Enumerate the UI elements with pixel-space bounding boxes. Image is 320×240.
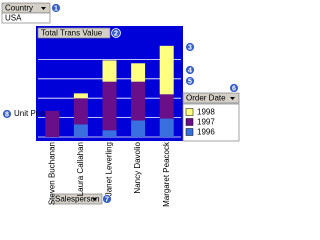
x-axis-label: Salesperson [55, 195, 99, 204]
callout-badge [2, 109, 12, 119]
bar-segment [45, 110, 60, 137]
legend-swatch [185, 128, 194, 136]
callout-number: 6 [232, 85, 236, 92]
callout-badge [229, 83, 239, 93]
legend-label: 1998 [197, 108, 215, 117]
legend-label: 1996 [197, 128, 215, 137]
callout-number: 7 [105, 196, 109, 203]
bar-segment [159, 94, 174, 119]
bar-segment [102, 130, 117, 137]
bar-segment [131, 120, 146, 137]
callout-badge [111, 28, 121, 38]
callout-number: 8 [5, 111, 9, 118]
x-tick-label: Steven Buchanan [47, 142, 56, 205]
bar-segment [73, 93, 88, 99]
bar-segment [131, 81, 146, 121]
x-tick-label: Laura Callahan [76, 142, 85, 196]
category-field-button[interactable] [51, 193, 103, 205]
callout-badge [185, 76, 195, 86]
bar-segment [159, 45, 174, 95]
legend-label: 1997 [197, 118, 215, 127]
x-tick-label: Margaret Peacock [162, 141, 171, 207]
callout-number: 4 [188, 67, 192, 74]
callout-badge [102, 194, 112, 204]
filter-value-box [1, 12, 51, 24]
chart-title: Total Trans Value [41, 29, 103, 38]
legend-swatch [185, 118, 194, 126]
callout-badge [185, 65, 195, 75]
filter-value: USA [5, 14, 22, 23]
callout-number: 1 [54, 5, 58, 12]
bar-segment [131, 63, 146, 82]
callout-number: 3 [188, 44, 192, 51]
x-tick-label: Nancy Davolio [133, 141, 142, 193]
y-axis-label: Unit Price [14, 109, 49, 118]
legend-title: Order Date [186, 94, 226, 103]
bar-segment [73, 98, 88, 125]
bar-segment [159, 118, 174, 137]
callout-badge [51, 3, 61, 13]
bar-segment [73, 124, 88, 137]
legend-field-button[interactable] [182, 92, 240, 104]
callout-badge [185, 42, 195, 52]
callout-number: 2 [114, 30, 118, 37]
bar-segment [102, 81, 117, 131]
pivot-chart-screen: Country USA Total Trans Value Order Date… [1, 2, 240, 207]
filter-field: Country [5, 4, 33, 13]
callouts: 1 2 3 4 5 6 7 8 [2, 3, 239, 204]
dropdown-arrow [41, 7, 46, 10]
bar-segment [102, 60, 117, 82]
dropdown-arrow [92, 198, 97, 201]
data-field-button[interactable] [37, 27, 111, 39]
callout-number: 5 [188, 78, 192, 85]
legend-swatch [185, 108, 194, 116]
x-tick-label: Janet Leverling [105, 142, 114, 196]
dropdown-arrow [230, 97, 235, 100]
